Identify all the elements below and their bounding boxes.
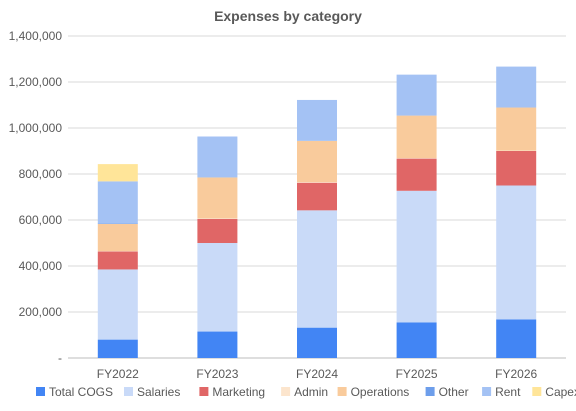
- bar-segment-salaries-fy2024: [297, 210, 337, 328]
- x-category-label: FY2025: [396, 367, 438, 381]
- y-tick-label: 600,000: [19, 213, 63, 227]
- x-axis-categories: FY2022 FY2023 FY2024 FY2025 FY2026: [97, 367, 538, 381]
- bar-segment-total-cogs-fy2022: [97, 339, 138, 358]
- legend-swatch: [36, 387, 45, 396]
- y-tick-label: 200,000: [19, 305, 63, 319]
- bars: [97, 66, 537, 358]
- bar-segment-salaries-fy2023: [197, 243, 238, 332]
- bar-segment-salaries-fy2022: [97, 269, 138, 340]
- y-tick-label: 1,200,000: [9, 75, 63, 89]
- bar-segment-rent-fy2026: [496, 66, 537, 108]
- bar-segment-rent-fy2024: [297, 99, 337, 141]
- bar-segment-operations-fy2022: [97, 223, 138, 252]
- bar-segment-salaries-fy2026: [496, 185, 537, 320]
- legend-swatch: [482, 387, 492, 396]
- legend: Total COGS Salaries Marketing Admin Operatio…: [36, 385, 576, 399]
- bar-segment-marketing-fy2024: [297, 182, 337, 211]
- legend-label: Admin: [294, 385, 328, 399]
- bar-segment-capex-fy2022: [97, 164, 138, 182]
- bar-segment-total-cogs-fy2023: [197, 331, 238, 358]
- y-tick-label: -: [58, 351, 62, 365]
- bar-segment-total-cogs-fy2026: [496, 319, 537, 358]
- bar-segment-rent-fy2023: [197, 136, 238, 178]
- x-category-label: FY2024: [296, 367, 338, 381]
- y-tick-label: 1,400,000: [9, 29, 63, 43]
- legend-label: Operations: [351, 385, 410, 399]
- y-tick-label: 1,000,000: [9, 121, 63, 135]
- legend-swatch: [124, 387, 133, 396]
- bar-segment-marketing-fy2026: [496, 151, 537, 186]
- bar-segment-total-cogs-fy2025: [396, 322, 437, 358]
- legend-item-total-cogs: Total COGS: [36, 385, 113, 399]
- legend-item-capex: Capex: [532, 385, 576, 399]
- bar-segment-salaries-fy2025: [396, 190, 437, 323]
- legend-swatch: [281, 387, 291, 396]
- bar-segment-operations-fy2024: [297, 140, 337, 183]
- legend-swatch: [425, 387, 435, 396]
- legend-item-marketing: Marketing: [199, 385, 265, 399]
- bar-segment-marketing-fy2023: [197, 218, 238, 243]
- bar-segment-other-fy2022: [97, 223, 138, 224]
- legend-label: Total COGS: [49, 385, 113, 399]
- legend-swatch: [337, 387, 347, 396]
- legend-label: Capex: [545, 385, 576, 399]
- bar-segment-marketing-fy2022: [97, 251, 138, 270]
- x-category-label: FY2023: [196, 367, 238, 381]
- y-tick-label: 800,000: [19, 167, 63, 181]
- legend-label: Salaries: [137, 385, 180, 399]
- x-category-label: FY2026: [495, 367, 537, 381]
- legend-swatch: [532, 387, 542, 396]
- legend-item-operations: Operations: [337, 385, 410, 399]
- y-axis-ticks: - 200,000 400,000 600,000 800,000 1,000,000 1,…: [9, 29, 63, 365]
- x-category-label: FY2022: [97, 367, 139, 381]
- bar-segment-total-cogs-fy2024: [297, 327, 337, 358]
- bar-segment-marketing-fy2025: [396, 158, 437, 191]
- legend-label: Marketing: [212, 385, 265, 399]
- legend-item-admin: Admin: [281, 385, 328, 399]
- bar-segment-operations-fy2026: [496, 107, 537, 151]
- legend-label: Rent: [495, 385, 521, 399]
- bar-segment-rent-fy2025: [396, 74, 437, 116]
- legend-item-other: Other: [425, 385, 469, 399]
- bar-segment-operations-fy2025: [396, 115, 437, 159]
- legend-swatch: [199, 387, 209, 396]
- bar-segment-operations-fy2023: [197, 177, 238, 219]
- legend-item-rent: Rent: [482, 385, 521, 399]
- bar-segment-rent-fy2022: [97, 181, 138, 224]
- chart-title: Expenses by category: [214, 8, 362, 24]
- y-tick-label: 400,000: [19, 259, 63, 273]
- legend-item-salaries: Salaries: [124, 385, 180, 399]
- legend-label: Other: [439, 385, 469, 399]
